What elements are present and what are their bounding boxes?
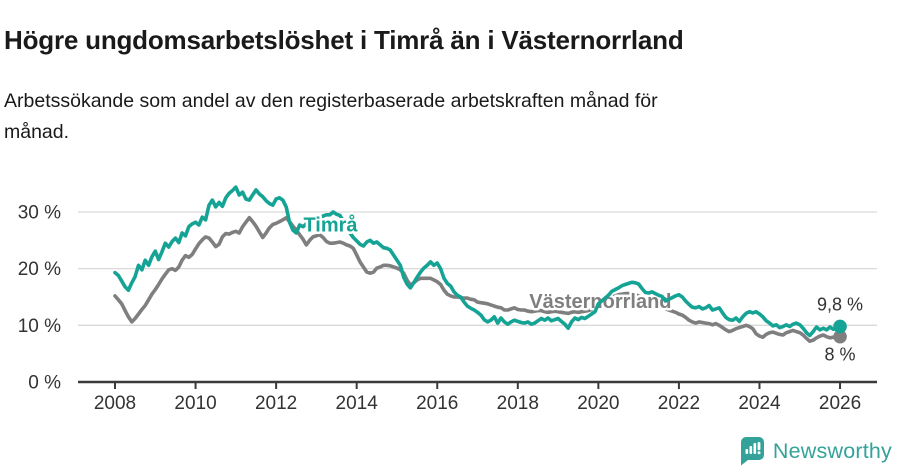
y-tick-label: 30 % [18,202,61,223]
x-tick-label: 2014 [336,393,379,414]
x-tick-label: 2022 [658,393,700,414]
x-tick-label: 2020 [577,393,619,414]
series-line-timrå [113,185,842,338]
x-tick-label: 2016 [416,393,458,414]
y-tick-label: 0 % [28,373,61,394]
page-title: Högre ungdomsarbetslöshet i Timrå än i V… [4,25,684,56]
y-tick-label: 20 % [18,259,61,280]
brand-wordmark: Newsworthy [772,438,892,463]
end-dot-västernorrland [833,329,847,344]
brand-footer: Newsworthy [740,436,892,466]
end-value-label: 9,8 % [817,294,863,314]
end-dot-timrå [833,319,847,334]
x-tick-label: 2026 [819,393,861,414]
series-line-västernorrland [113,215,842,344]
x-tick-label: 2018 [497,393,539,414]
series-label-timrå: Timrå [303,213,358,236]
y-tick-label: 10 % [18,316,61,337]
chart-subtitle: Arbetssökande som andel av den registerb… [4,89,658,143]
newsworthy-logo-icon [740,437,764,466]
end-value-label: 8 % [825,345,856,365]
x-tick-label: 2024 [738,393,781,414]
x-tick-label: 2012 [255,393,297,414]
x-tick-label: 2008 [94,393,136,414]
x-tick-label: 2010 [174,393,216,414]
